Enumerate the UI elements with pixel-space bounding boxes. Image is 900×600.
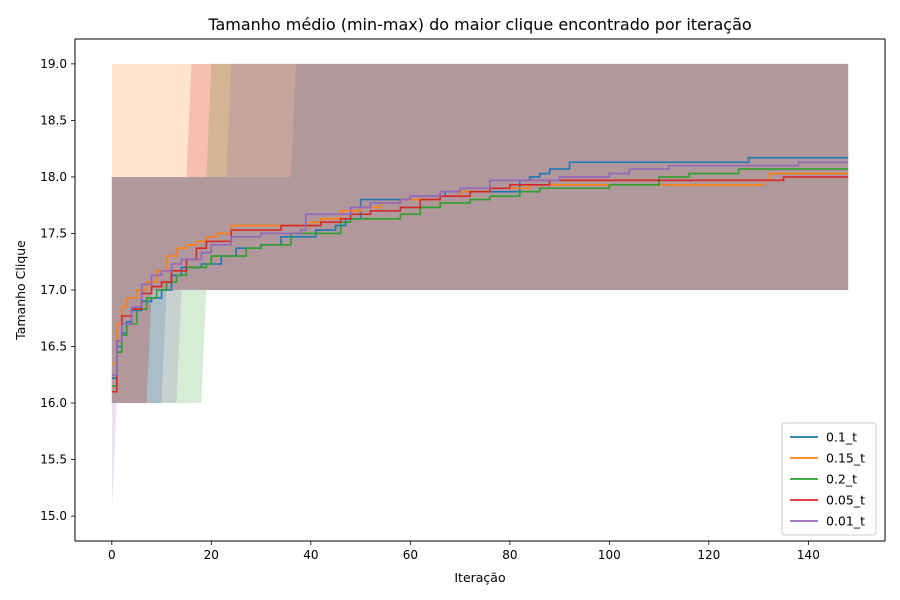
legend-label-0.01_t: 0.01_t — [826, 514, 865, 529]
y-tick-label: 15.0 — [40, 509, 67, 523]
plot-area — [111, 63, 849, 517]
chart-title: Tamanho médio (min-max) do maior clique … — [207, 15, 751, 34]
band-0.15_t — [111, 63, 849, 404]
x-tick-label: 80 — [502, 548, 517, 562]
x-tick-label: 20 — [204, 548, 219, 562]
legend-label-0.15_t: 0.15_t — [826, 451, 865, 466]
x-tick-label: 100 — [598, 548, 621, 562]
y-tick-label: 17.5 — [40, 226, 67, 240]
legend-label-0.05_t: 0.05_t — [826, 493, 865, 508]
legend-label-0.1_t: 0.1_t — [826, 430, 857, 445]
x-axis: 0 20 40 60 80 100 120 140 — [108, 541, 820, 562]
y-axis: 15.0 15.5 16.0 16.5 17.0 17.5 18.0 18.5 19.0 — [40, 57, 75, 523]
y-tick-label: 16.0 — [40, 396, 67, 410]
y-tick-label: 18.0 — [40, 170, 67, 184]
y-tick-label: 19.0 — [40, 57, 67, 71]
legend-label-0.2_t: 0.2_t — [826, 472, 857, 487]
x-tick-label: 40 — [303, 548, 318, 562]
band-0.1_t — [111, 63, 849, 404]
series-line-0.01_t — [111, 161, 849, 376]
band-0.2_t — [111, 63, 849, 404]
y-axis-label: Tamanho Clique — [13, 240, 28, 341]
legend-box — [781, 422, 877, 536]
legend: 0.1_t 0.15_t 0.2_t 0.05_t 0.01_t — [781, 422, 877, 536]
y-tick-label: 17.0 — [40, 283, 67, 297]
y-tick-label: 16.5 — [40, 340, 67, 354]
x-axis-label: Iteração — [454, 570, 505, 585]
series-line-0.2_t — [111, 168, 849, 387]
x-tick-label: 120 — [697, 548, 720, 562]
x-tick-label: 60 — [403, 548, 418, 562]
y-tick-label: 18.5 — [40, 113, 67, 127]
x-tick-label: 0 — [108, 548, 116, 562]
x-tick-label: 140 — [797, 548, 820, 562]
band-0.05_t — [111, 63, 849, 404]
y-tick-label: 15.5 — [40, 453, 67, 467]
